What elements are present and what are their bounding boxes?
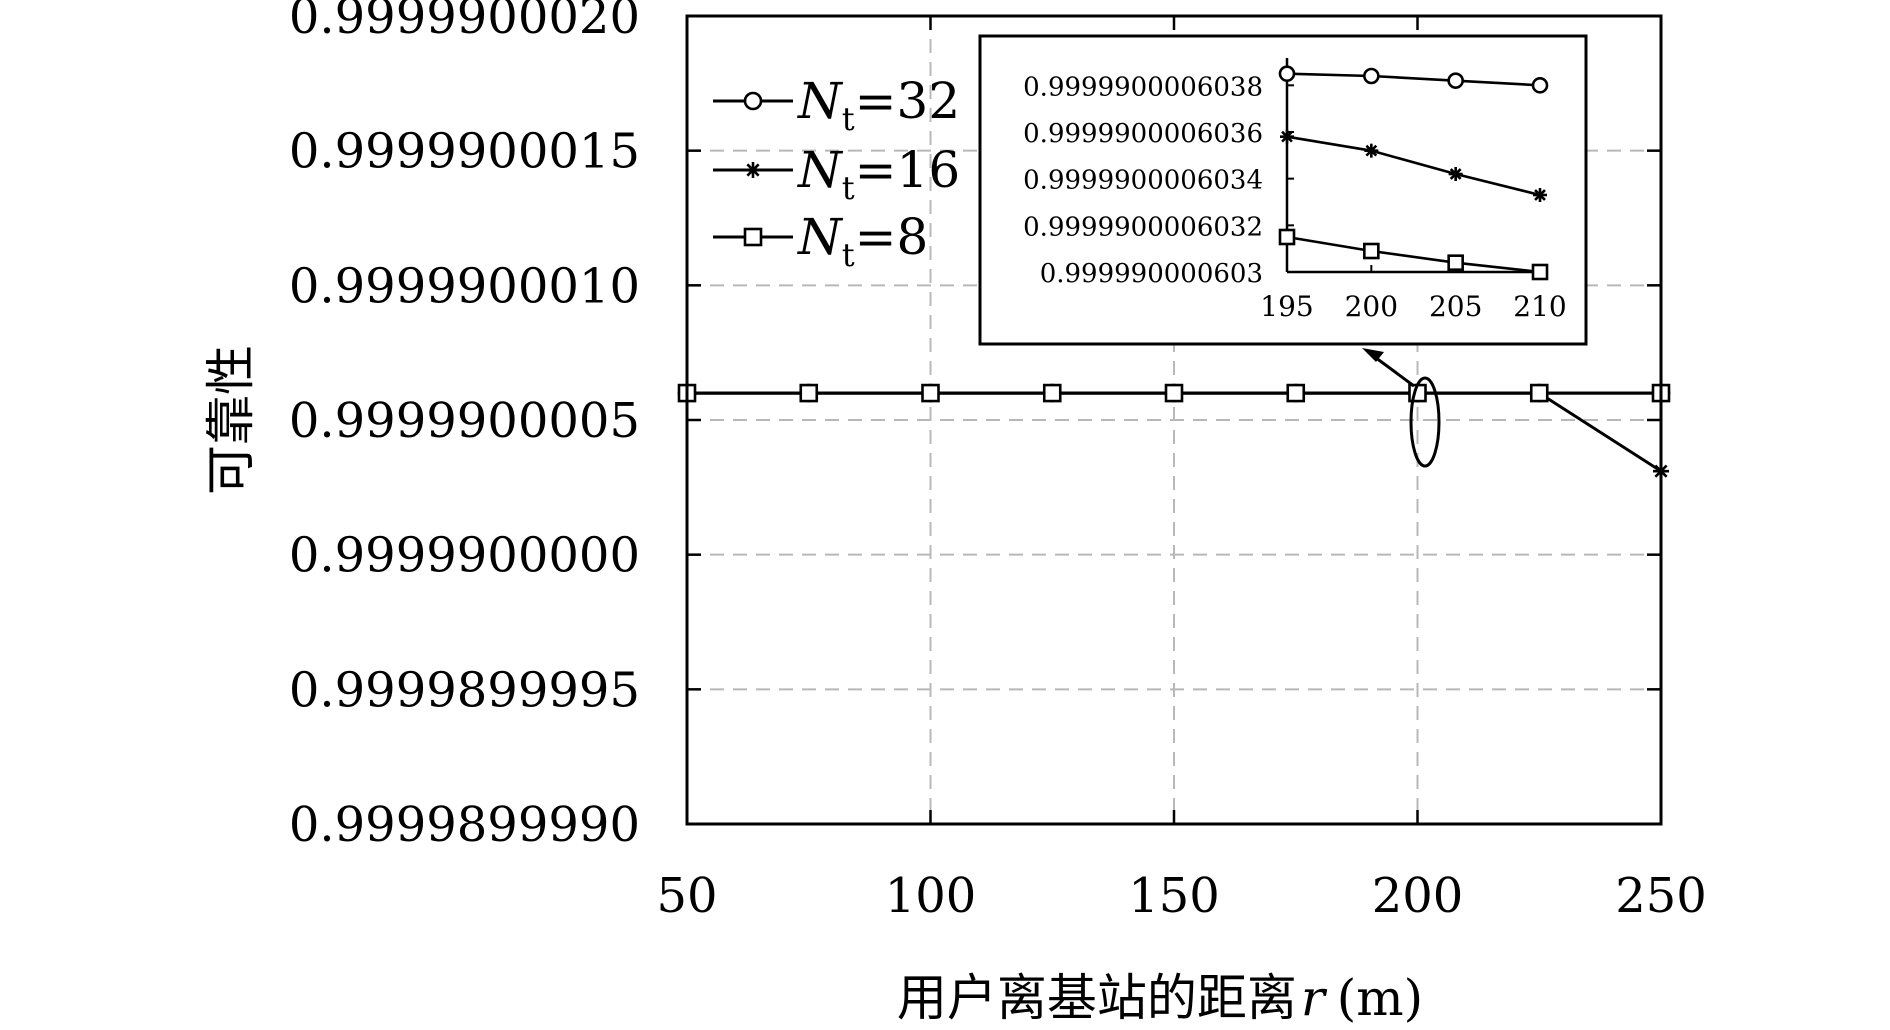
inset-y-tick-label: 0.9999900006034 xyxy=(1023,166,1263,196)
data-point xyxy=(921,383,940,403)
inset-series-square xyxy=(1278,228,1549,281)
inset-series-circle xyxy=(1278,65,1549,94)
legend-item: Nt=16 xyxy=(713,141,960,207)
inset-data-point xyxy=(1448,166,1463,181)
x-tick-label: 200 xyxy=(1372,868,1464,924)
inset-series-star xyxy=(1280,129,1547,203)
inset-data-point xyxy=(1278,65,1296,82)
inset-y-tick-label: 0.999990000603 xyxy=(1040,259,1263,289)
data-point xyxy=(1042,383,1062,403)
x-tick-labels: 50 100 150 200 250 xyxy=(656,868,1706,924)
zoom-ellipse xyxy=(1409,376,1441,468)
inset-data-point xyxy=(1364,143,1379,158)
data-point xyxy=(1529,383,1549,403)
x-axis-label: 用户离基站的距离r (m) xyxy=(897,969,1423,1027)
x-axis-label-var: r xyxy=(1301,969,1328,1027)
axis-ticks xyxy=(685,14,1663,826)
legend-marker xyxy=(743,91,763,111)
y-tick-label: 0.9999900010 xyxy=(289,258,640,314)
inset-data-point xyxy=(1531,77,1549,94)
y-tick-label: 0.9999899990 xyxy=(289,797,640,853)
y-tick-labels: 0.9999899990 0.9999899995 0.9999900000 0.99… xyxy=(289,0,640,853)
legend-label: Nt=16 xyxy=(797,141,960,207)
legend-item: Nt=32 xyxy=(713,72,960,138)
inset-x-tick-label: 200 xyxy=(1345,290,1398,323)
inset-y-tick-label: 0.9999900006032 xyxy=(1023,212,1263,242)
legend-marker xyxy=(745,162,761,178)
x-tick-label: 50 xyxy=(656,868,717,924)
legend-item: Nt=8 xyxy=(713,208,928,274)
y-tick-label: 0.9999900000 xyxy=(289,528,640,584)
inset-data-point xyxy=(1531,263,1549,281)
y-axis-label: 可靠性 xyxy=(202,345,260,495)
x-axis-label-text: 用户离基站的距离 xyxy=(897,969,1297,1027)
y-tick-label: 0.9999900020 xyxy=(289,0,640,45)
inset-series-line xyxy=(1286,135,1541,197)
series-square xyxy=(677,383,1671,403)
inset-data-point xyxy=(1533,188,1547,203)
inset-data-point xyxy=(1447,72,1464,89)
y-tick-label: 0.9999900015 xyxy=(289,124,640,180)
x-tick-label: 150 xyxy=(1128,868,1220,924)
inset-data-point xyxy=(1363,242,1380,260)
inset-series-line xyxy=(1286,235,1541,274)
inset-box xyxy=(978,34,1588,346)
x-tick-label: 100 xyxy=(885,868,977,924)
inset-y-tick-label: 0.9999900006038 xyxy=(1023,72,1263,102)
inset-x-tick-label: 195 xyxy=(1260,290,1313,323)
inset-data-point xyxy=(1280,129,1294,144)
inset-y-tick-label: 0.9999900006036 xyxy=(1023,119,1263,149)
y-tick-label: 0.9999899995 xyxy=(289,662,640,718)
zoom-arrow-head xyxy=(1362,348,1384,362)
inset-data-point xyxy=(1447,254,1464,271)
inset-data-point xyxy=(1278,228,1296,246)
legend-label: Nt=32 xyxy=(797,72,960,138)
inset-data-point xyxy=(1363,67,1380,85)
inset-x-tick-label: 205 xyxy=(1429,290,1482,323)
x-tick-label: 250 xyxy=(1615,868,1707,924)
inset-series-line xyxy=(1286,72,1541,87)
data-point xyxy=(1164,383,1184,403)
legend-label: Nt=8 xyxy=(797,208,928,274)
inset-x-tick-label: 210 xyxy=(1513,290,1566,323)
legend-marker xyxy=(743,227,763,247)
data-point xyxy=(1286,383,1306,403)
y-tick-label: 0.9999900005 xyxy=(289,393,640,449)
inset-plot: 0.999990000603 0.9999900006032 0.999990000… xyxy=(1023,58,1567,323)
data-point xyxy=(799,383,819,403)
x-axis-label-unit: (m) xyxy=(1337,969,1423,1027)
